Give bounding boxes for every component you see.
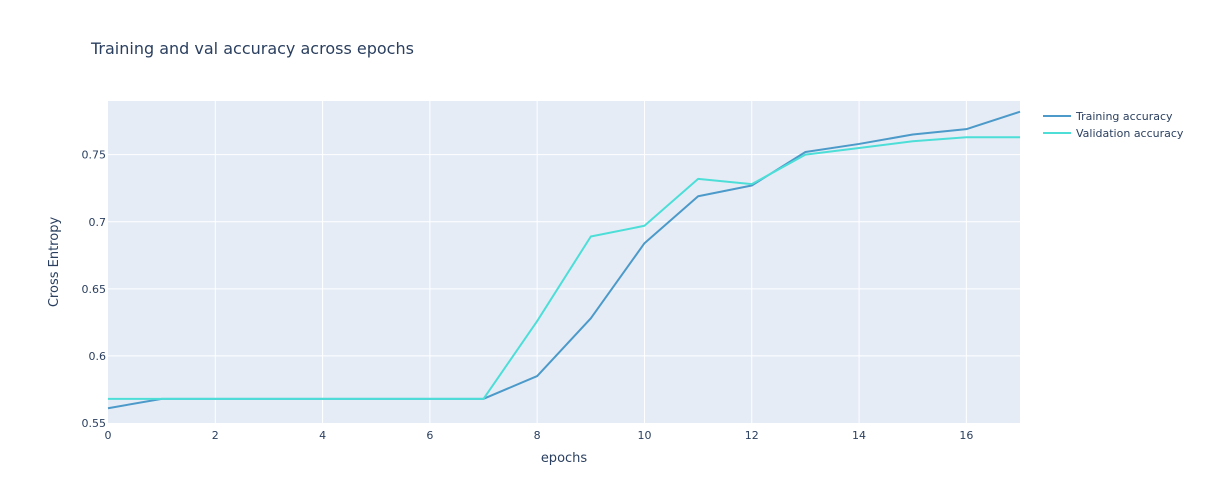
x-tick-label: 14 xyxy=(852,429,866,442)
series-line-validation[interactable] xyxy=(108,136,1020,400)
x-tick-label: 6 xyxy=(426,429,433,442)
x-tick-label: 12 xyxy=(745,429,759,442)
legend-item-training[interactable]: Training accuracy xyxy=(1043,110,1173,123)
y-tick-label: 0.65 xyxy=(82,283,107,296)
legend-label-training: Training accuracy xyxy=(1075,110,1173,123)
chart-title: Training and val accuracy across epochs xyxy=(90,39,414,58)
x-tick-label: 2 xyxy=(212,429,219,442)
legend-item-validation[interactable]: Validation accuracy xyxy=(1043,127,1184,140)
y-tick-label: 0.6 xyxy=(89,350,107,363)
grid-layer xyxy=(108,101,1020,423)
plot-area-background xyxy=(108,101,1020,423)
legend-label-validation: Validation accuracy xyxy=(1076,127,1184,140)
x-tick-label: 10 xyxy=(637,429,651,442)
y-tick-label: 0.75 xyxy=(82,149,107,162)
x-axis-title: epochs xyxy=(541,451,588,466)
legend: Training accuracy Validation accuracy xyxy=(1043,110,1184,140)
series-layer xyxy=(107,110,1021,410)
x-tick-label: 8 xyxy=(534,429,541,442)
tick-layer: 0 2 4 6 8 10 12 14 16 0.55 0.6 0.65 0.7 0.75 xyxy=(82,149,974,442)
y-tick-label: 0.7 xyxy=(89,216,107,229)
y-axis-title: Cross Entropy xyxy=(47,217,62,308)
x-tick-label: 16 xyxy=(959,429,973,442)
x-tick-label: 4 xyxy=(319,429,326,442)
y-tick-label: 0.55 xyxy=(82,417,107,430)
x-tick-label: 0 xyxy=(105,429,112,442)
